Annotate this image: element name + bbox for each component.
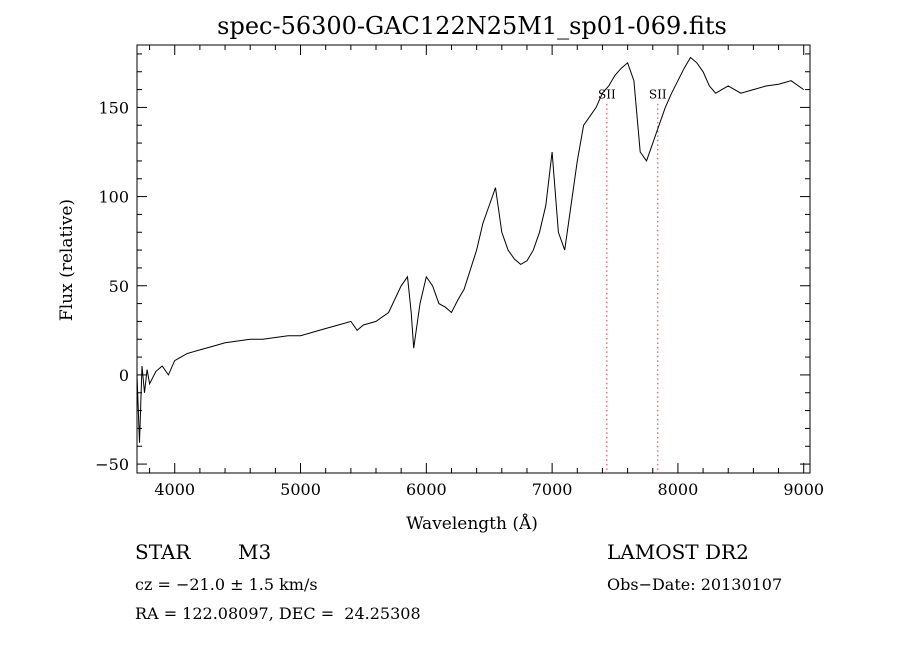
survey-name: LAMOST DR2 [607, 540, 749, 564]
spectral-line-label: SII [649, 88, 667, 102]
y-axis-label: Flux (relative) [57, 199, 77, 321]
x-tick-label: 9000 [783, 480, 824, 499]
y-tick-label: 150 [98, 98, 129, 117]
y-tick-label: −50 [95, 455, 129, 474]
plot-frame [136, 44, 811, 474]
object-class: STAR [135, 540, 191, 564]
object-subclass: M3 [238, 540, 272, 564]
chart-title: spec-56300-GAC122N25M1_sp01-069.fits [217, 12, 727, 40]
spectrum-line [136, 56, 804, 443]
x-tick-label: 8000 [658, 480, 699, 499]
spectral-line-label: SII [598, 88, 616, 102]
x-tick-label: 5000 [280, 480, 321, 499]
observation-date: Obs−Date: 20130107 [607, 575, 783, 594]
x-tick-label: 6000 [406, 480, 447, 499]
y-tick-label: 50 [109, 277, 129, 296]
y-tick-label: 100 [98, 188, 129, 207]
redshift-velocity: cz = −21.0 ± 1.5 km/s [135, 575, 318, 594]
x-axis-label: Wavelength (Å) [406, 513, 538, 534]
y-tick-label: 0 [119, 366, 129, 385]
x-tick-label: 7000 [532, 480, 573, 499]
x-tick-label: 4000 [154, 480, 195, 499]
sky-coordinates: RA = 122.08097, DEC = 24.25308 [135, 604, 421, 623]
